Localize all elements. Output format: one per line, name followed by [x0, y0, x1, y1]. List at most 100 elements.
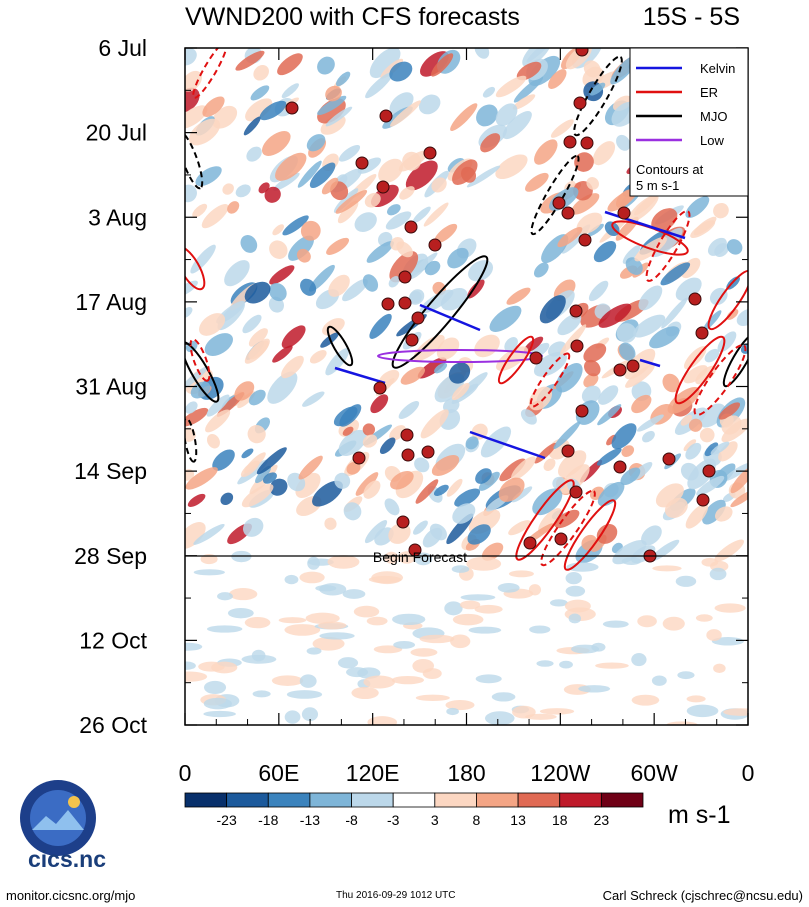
anomaly-blob [612, 540, 647, 565]
anomaly-blob [504, 337, 518, 352]
anomaly-blob [465, 436, 479, 450]
anomaly-blob [452, 613, 484, 626]
anomaly-blob [559, 660, 573, 669]
anomaly-blob [451, 383, 479, 405]
anomaly-blob [366, 616, 388, 626]
legend-label-low: Low [700, 133, 724, 148]
anomaly-blob [342, 426, 354, 436]
anomaly-blob [595, 662, 629, 669]
anomaly-blob [237, 391, 256, 409]
anomaly-blob [621, 445, 635, 457]
footer-url: monitor.cicsnc.org/mjo [6, 888, 136, 903]
anomaly-blob [227, 201, 240, 214]
anomaly-blob [242, 314, 262, 334]
colorbar-swatch [226, 792, 269, 808]
storm-marker [421, 445, 435, 459]
anomaly-blob [387, 204, 401, 216]
colorbar-units: m s-1 [668, 801, 731, 829]
anomaly-blob [369, 48, 401, 79]
wave-contour [529, 352, 571, 408]
anomaly-blob [520, 409, 537, 425]
anomaly-blob [185, 48, 197, 66]
anomaly-blob [205, 409, 231, 433]
storm-marker [662, 452, 676, 466]
anomaly-blob [363, 675, 395, 689]
anomaly-blob [185, 522, 206, 549]
storm-marker [400, 428, 414, 442]
anomaly-blob [297, 160, 322, 188]
anomaly-blob [371, 571, 403, 585]
storm-marker [580, 136, 594, 150]
anomaly-blob [698, 403, 726, 428]
anomaly-blob [633, 314, 666, 338]
anomaly-blob [467, 524, 491, 545]
storm-marker [613, 363, 627, 377]
anomaly-blob [269, 478, 288, 496]
anomaly-blob [286, 690, 323, 699]
anomaly-blob [369, 313, 392, 339]
colorbar-level: 13 [510, 812, 526, 828]
anomaly-blob [602, 620, 629, 628]
storm-marker [404, 220, 418, 234]
anomaly-blob [468, 626, 502, 634]
anomaly-blob [267, 371, 298, 404]
anomaly-blob [434, 362, 448, 374]
anomaly-blob [447, 247, 469, 269]
colorbar-level: -8 [345, 812, 358, 828]
anomaly-blob [327, 555, 360, 569]
anomaly-blob [583, 373, 599, 388]
anomaly-blob [281, 83, 299, 99]
anomaly-blob [185, 70, 202, 92]
legend-label-kelvin: Kelvin [700, 61, 735, 76]
anomaly-blob [389, 61, 413, 82]
wave-contour [573, 55, 623, 137]
anomaly-blob [299, 674, 317, 688]
anomaly-blob [636, 414, 664, 432]
anomaly-blob [685, 503, 709, 529]
wave-contour [391, 255, 489, 369]
anomaly-blob [474, 604, 503, 614]
anomaly-blob [536, 660, 554, 667]
anomaly-blob [203, 697, 232, 710]
anomaly-blob [649, 326, 680, 349]
anomaly-blob [185, 467, 218, 490]
anomaly-blob [495, 75, 527, 98]
anomaly-blob [702, 499, 726, 525]
anomaly-blob [508, 570, 534, 578]
anomaly-blob [707, 237, 727, 256]
anomaly-blob [566, 562, 599, 572]
anomaly-blob [526, 48, 554, 63]
anomaly-blob [598, 385, 619, 405]
anomaly-blob [564, 599, 591, 613]
anomaly-blob [631, 394, 652, 414]
colorbar: -23 -18 -13 -8 -3 3 8 13 18 23 [184, 792, 644, 828]
x-tick-label: 0 [179, 760, 192, 786]
contour-overlays [185, 48, 748, 571]
colorbar-swatch [351, 792, 394, 808]
anomaly-blob [400, 366, 426, 385]
wave-contour [185, 130, 204, 190]
anomaly-blob [576, 212, 603, 234]
chart-title: VWND200 with CFS forecasts [185, 3, 520, 31]
anomaly-blob [619, 342, 636, 361]
anomaly-blob [373, 645, 403, 654]
anomaly-blob [506, 287, 531, 305]
anomaly-blob [302, 391, 325, 407]
anomaly-blob [497, 582, 520, 593]
anomaly-blob [317, 621, 347, 630]
anomaly-blob [593, 241, 617, 263]
anomaly-blob [284, 574, 299, 585]
anomaly-blob [652, 565, 682, 572]
anomaly-blob [704, 348, 720, 363]
anomaly-blob [638, 285, 663, 311]
anomaly-blob [195, 166, 222, 187]
wave-contour [185, 245, 206, 291]
anomaly-blob [298, 455, 323, 480]
anomaly-blob [446, 707, 459, 716]
anomaly-blob [495, 154, 528, 180]
anomaly-blob [730, 489, 748, 508]
anomaly-blob [686, 704, 719, 718]
anomaly-blob [363, 480, 381, 499]
contour-note-line2: 5 m s-1 [636, 178, 679, 193]
